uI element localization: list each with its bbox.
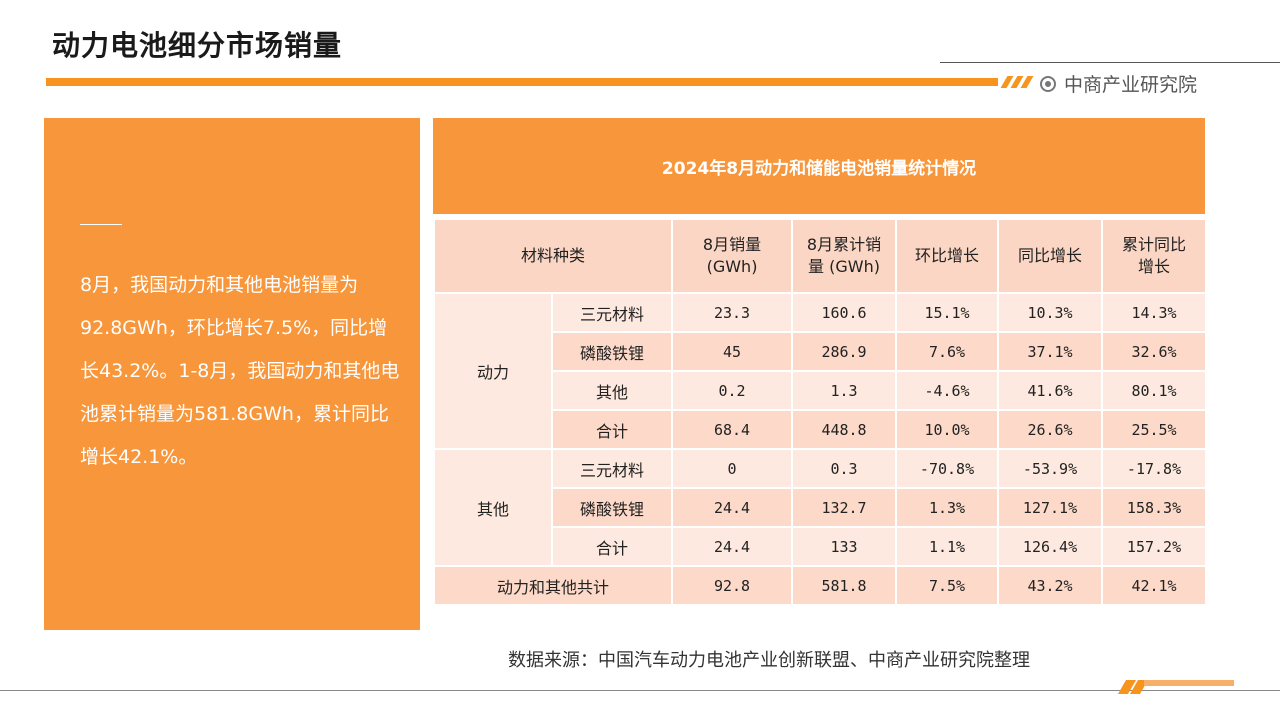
cell-aug: 45 [671,331,794,372]
cell-cum: 1.3 [791,370,898,411]
total-cum-yoy: 42.1% [1101,565,1208,606]
summary-rule [80,224,122,225]
cell-aug: 0.2 [671,370,794,411]
brand-logo-icon [1040,75,1056,92]
table-row: 磷酸铁锂 24.4 132.7 1.3% 127.1% 158.3% [434,487,1208,528]
source-note: 数据来源：中国汽车动力电池产业创新联盟、中商产业研究院整理 [508,650,1030,671]
cell-cum: 133 [791,526,898,567]
row-type: 磷酸铁锂 [550,331,674,372]
table-header-row: 材料种类 8月销量 (GWh) 8月累计销 量 (GWh) 环比增长 同比增长 … [432,218,1208,294]
sales-table-card: 2024年8月动力和储能电池销量统计情况 材料种类 8月销量 (GWh) 8月累… [432,118,1208,606]
stripes-decoration [1000,76,1034,88]
header-material: 材料种类 [432,218,674,294]
table-row: 合计 24.4 133 1.1% 126.4% 157.2% [434,526,1208,567]
cell-yoy: 26.6% [997,409,1104,450]
group-label: 其他 [433,448,553,567]
cell-cum-yoy: 32.6% [1101,331,1208,372]
cell-yoy: -53.9% [997,448,1104,489]
cell-aug: 68.4 [671,409,794,450]
cell-aug: 24.4 [671,487,794,528]
total-label: 动力和其他共计 [432,565,674,606]
footer-divider [0,690,1280,691]
cell-yoy: 126.4% [997,526,1104,567]
cell-mom: 1.3% [895,487,1000,528]
row-type: 三元材料 [550,292,674,333]
cell-cum-yoy: 14.3% [1101,292,1208,333]
total-aug: 92.8 [671,565,794,606]
cell-mom: 15.1% [895,292,1000,333]
header-yoy: 同比增长 [997,218,1104,294]
table-row: 其他 0.2 1.3 -4.6% 41.6% 80.1% [434,370,1208,411]
header-cum-sales: 8月累计销 量 (GWh) [791,218,898,294]
table-total-row: 动力和其他共计 92.8 581.8 7.5% 43.2% 42.1% [432,565,1208,606]
header-divider [940,62,1280,63]
header-aug-sales: 8月销量 (GWh) [671,218,794,294]
cell-mom: -70.8% [895,448,1000,489]
cell-cum: 286.9 [791,331,898,372]
title-accent-bar [46,78,998,86]
cell-cum-yoy: 80.1% [1101,370,1208,411]
row-type: 三元材料 [550,448,674,489]
table-row: 动力 三元材料 23.3 160.6 15.1% 10.3% 14.3% [433,292,1208,450]
cell-cum: 160.6 [791,292,898,333]
cell-yoy: 37.1% [997,331,1104,372]
row-type: 合计 [550,409,674,450]
cell-mom: -4.6% [895,370,1000,411]
total-mom: 7.5% [895,565,1000,606]
brand: 中商产业研究院 [1040,70,1197,97]
total-cum: 581.8 [791,565,898,606]
cell-yoy: 127.1% [997,487,1104,528]
cell-mom: 10.0% [895,409,1000,450]
row-type: 其他 [550,370,674,411]
summary-panel: 8月，我国动力和其他电池销量为92.8GWh，环比增长7.5%，同比增长43.2… [44,118,420,630]
cell-yoy: 41.6% [997,370,1104,411]
total-yoy: 43.2% [997,565,1104,606]
cell-mom: 1.1% [895,526,1000,567]
cell-cum-yoy: 158.3% [1101,487,1208,528]
cell-mom: 7.6% [895,331,1000,372]
table-row: 其他 三元材料 0 0.3 -70.8% -53.9% -17.8% [433,448,1208,567]
row-type: 合计 [550,526,674,567]
row-type: 磷酸铁锂 [550,487,674,528]
cell-cum-yoy: 157.2% [1101,526,1208,567]
brand-name: 中商产业研究院 [1064,74,1198,96]
cell-aug: 23.3 [671,292,794,333]
cell-cum: 132.7 [791,487,898,528]
footer-stripes-decoration [1117,680,1234,694]
table-title: 2024年8月动力和储能电池销量统计情况 [433,118,1205,214]
page-title: 动力电池细分市场销量 [52,29,343,62]
group-label: 动力 [433,292,553,450]
header-cum-yoy: 累计同比 增长 [1101,218,1208,294]
header-mom: 环比增长 [895,218,1000,294]
cell-aug: 0 [671,448,794,489]
table-row: 合计 68.4 448.8 10.0% 26.6% 25.5% [434,409,1208,450]
cell-cum: 448.8 [791,409,898,450]
cell-cum: 0.3 [791,448,898,489]
cell-yoy: 10.3% [997,292,1104,333]
summary-text: 8月，我国动力和其他电池销量为92.8GWh，环比增长7.5%，同比增长43.2… [80,274,400,468]
cell-aug: 24.4 [671,526,794,567]
sales-table: 材料种类 8月销量 (GWh) 8月累计销 量 (GWh) 环比增长 同比增长 … [432,218,1208,606]
table-row: 磷酸铁锂 45 286.9 7.6% 37.1% 32.6% [434,331,1208,372]
cell-cum-yoy: -17.8% [1101,448,1208,489]
cell-cum-yoy: 25.5% [1101,409,1208,450]
